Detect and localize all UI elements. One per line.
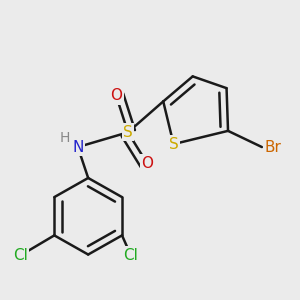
Text: N: N (72, 140, 83, 154)
Text: Cl: Cl (123, 248, 138, 263)
Text: H: H (59, 131, 70, 145)
Text: Br: Br (265, 140, 282, 154)
Text: Cl: Cl (13, 248, 28, 263)
Text: O: O (110, 88, 122, 103)
Text: S: S (123, 125, 133, 140)
Text: S: S (169, 136, 178, 152)
Text: O: O (141, 156, 153, 171)
